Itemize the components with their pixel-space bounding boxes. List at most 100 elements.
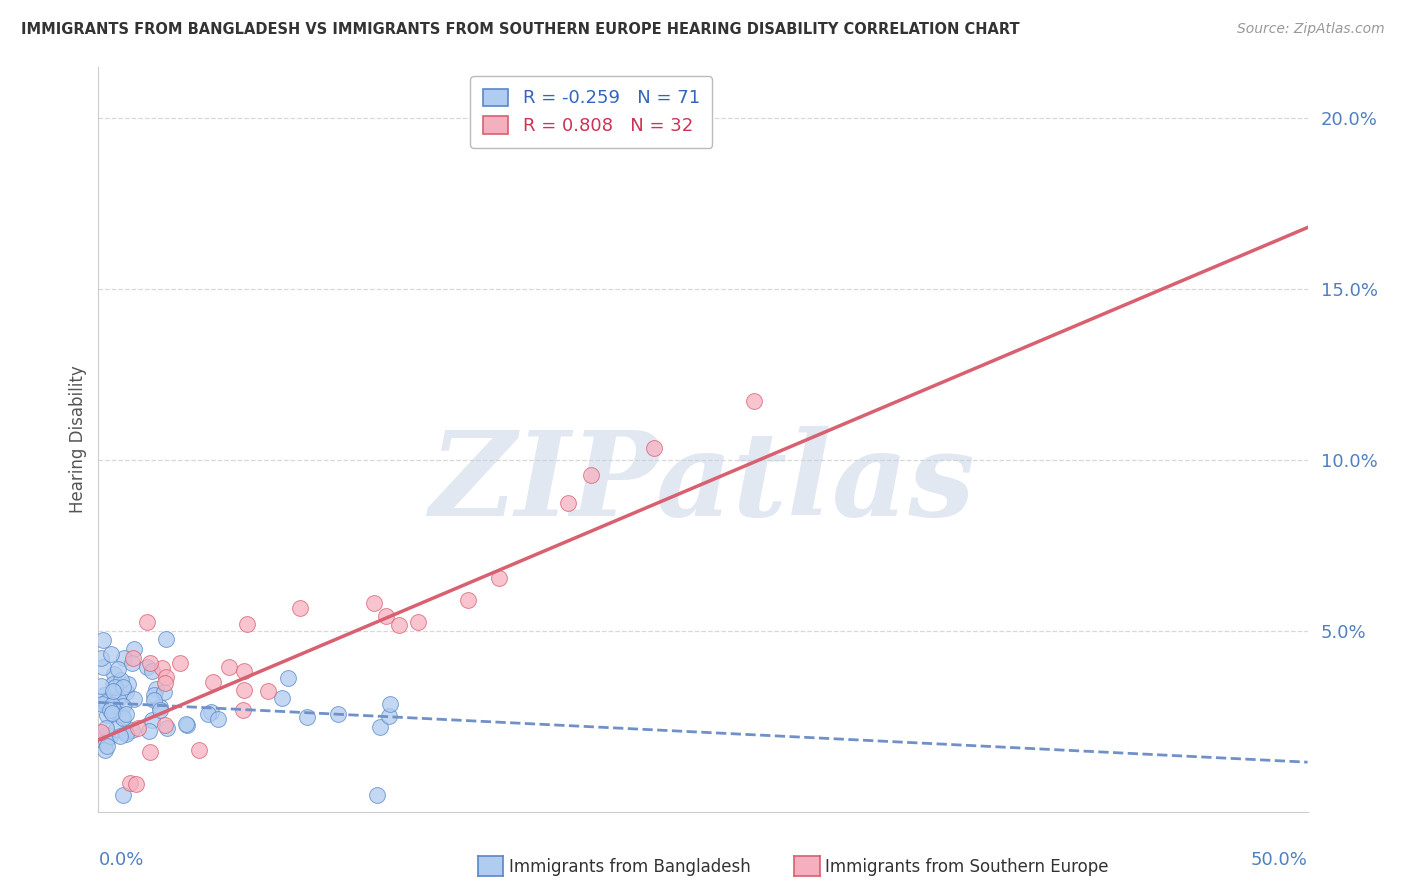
Point (94, 743, 117, 757)
Point (125, 777, 148, 791)
Point (328, 706, 350, 721)
Point (121, 651, 143, 665)
Point (104, 722, 127, 736)
Point (115, 706, 138, 721)
Point (142, 693, 165, 707)
Point (112, 651, 135, 665)
Point (122, 641, 145, 656)
Point (152, 684, 174, 698)
Point (200, 705, 222, 719)
Point (112, 710, 135, 724)
Point (101, 706, 124, 720)
Point (643, 441, 665, 455)
Point (112, 680, 135, 694)
Point (94, 734, 117, 748)
Point (107, 692, 129, 706)
Point (115, 684, 138, 698)
Point (366, 788, 388, 802)
Point (236, 616, 259, 631)
Point (94, 721, 117, 735)
Point (288, 601, 311, 615)
Text: ZIPatlas: ZIPatlas (430, 426, 976, 541)
Point (557, 496, 579, 510)
Point (150, 661, 173, 675)
Point (277, 671, 299, 685)
Point (91, 632, 114, 647)
Point (127, 721, 149, 735)
Point (197, 706, 219, 721)
Point (149, 699, 172, 714)
Point (98, 698, 121, 713)
Point (742, 393, 765, 408)
Point (117, 677, 139, 691)
Point (91, 660, 114, 674)
Point (207, 712, 229, 726)
Point (374, 609, 396, 624)
Point (202, 674, 225, 689)
Point (90, 698, 112, 712)
Point (368, 720, 391, 734)
Point (143, 688, 166, 702)
Point (103, 704, 125, 718)
Point (94, 728, 117, 742)
Point (93, 688, 115, 702)
Point (115, 727, 138, 741)
Point (90, 650, 112, 665)
Point (121, 723, 143, 737)
Point (218, 660, 240, 674)
Point (187, 742, 209, 756)
Point (94, 696, 117, 710)
Point (101, 676, 124, 690)
Point (90, 679, 112, 693)
Point (136, 660, 159, 674)
Point (363, 596, 385, 610)
Point (118, 776, 141, 790)
Point (388, 618, 411, 632)
Point (100, 730, 122, 744)
Point (124, 692, 146, 706)
Point (155, 632, 177, 647)
Point (90, 724, 112, 739)
Point (103, 685, 125, 699)
Point (103, 667, 125, 681)
Point (138, 657, 160, 671)
Point (100, 647, 122, 661)
Point (96, 698, 118, 712)
Point (581, 468, 603, 483)
Point (169, 656, 191, 670)
Point (406, 615, 429, 630)
Point (256, 684, 278, 698)
Text: 0.0%: 0.0% (98, 851, 143, 869)
Point (153, 718, 176, 732)
Point (121, 657, 143, 671)
Point (149, 703, 172, 717)
Y-axis label: Hearing Disability: Hearing Disability (69, 366, 87, 513)
Point (110, 673, 132, 688)
Point (108, 729, 131, 743)
Point (233, 665, 256, 679)
Point (112, 788, 135, 802)
Point (176, 717, 198, 731)
Point (135, 615, 157, 629)
Point (138, 745, 160, 759)
Point (233, 683, 256, 698)
Point (98, 703, 121, 717)
Legend: R = -0.259   N = 71, R = 0.808   N = 32: R = -0.259 N = 71, R = 0.808 N = 32 (470, 76, 713, 148)
Point (176, 718, 198, 732)
Point (155, 670, 177, 684)
Point (231, 703, 253, 717)
Point (378, 709, 401, 723)
Text: IMMIGRANTS FROM BANGLADESH VS IMMIGRANTS FROM SOUTHERN EUROPE HEARING DISABILITY: IMMIGRANTS FROM BANGLADESH VS IMMIGRANTS… (21, 22, 1019, 37)
Point (141, 713, 163, 727)
Point (488, 571, 510, 585)
Point (141, 664, 163, 678)
Text: Immigrants from Southern Europe: Immigrants from Southern Europe (825, 858, 1109, 876)
Point (145, 682, 167, 697)
Text: Immigrants from Bangladesh: Immigrants from Bangladesh (509, 858, 751, 876)
Point (378, 697, 401, 711)
Point (111, 707, 134, 722)
Text: 50.0%: 50.0% (1251, 851, 1308, 869)
Point (156, 721, 179, 735)
Point (101, 684, 124, 698)
Point (297, 709, 319, 723)
